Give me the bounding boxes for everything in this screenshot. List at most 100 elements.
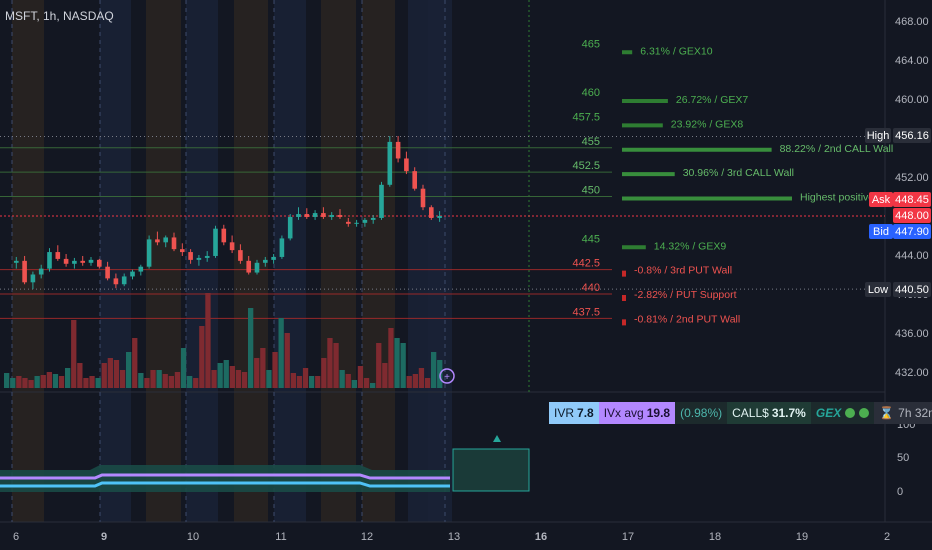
time-tick-label: 19	[796, 531, 808, 543]
gex-bar-437.5	[622, 319, 626, 326]
volume-bar	[58, 376, 65, 388]
gex-bar-452.5	[622, 172, 675, 177]
volume-bar	[205, 293, 211, 388]
volume-bar	[272, 352, 278, 388]
volume-bar	[351, 380, 357, 388]
candle-body	[296, 214, 301, 217]
gex-label: GEX	[815, 406, 842, 420]
volume-bar	[223, 360, 229, 388]
candle-body	[171, 237, 177, 250]
projection-box	[452, 448, 530, 492]
volume-bar	[180, 348, 187, 388]
candle-body	[221, 228, 227, 243]
candle-body	[229, 242, 235, 251]
high-tag: High	[865, 128, 891, 143]
candle-body	[238, 250, 243, 261]
high-price-label: 456.16	[893, 128, 931, 143]
session-band	[186, 0, 218, 522]
strike-label-455: 455	[582, 136, 600, 148]
session-band	[274, 0, 306, 522]
volume-bar	[248, 308, 254, 388]
volume-bar	[144, 378, 150, 388]
volume-bar	[150, 370, 156, 388]
volume-bar	[46, 372, 52, 388]
call-label: CALL$	[732, 406, 769, 420]
time-tick-label: 9	[101, 531, 107, 543]
volume-bar	[65, 368, 71, 388]
time-tick-label: 12	[361, 531, 373, 543]
price-tick-label: 444.00	[895, 250, 929, 262]
change-badge: (0.98%)	[675, 402, 728, 424]
candle-body	[420, 188, 426, 208]
strike-label-460: 460	[582, 87, 600, 99]
candle-body	[97, 259, 102, 267]
volume-bar	[113, 360, 120, 388]
gex-bar-465	[622, 50, 633, 55]
gex-bar-label-452.5: 30.96% / 3rd CALL Wall	[683, 167, 794, 179]
volume-bar	[388, 328, 394, 388]
price-tick-label: 460.00	[895, 94, 929, 106]
candle-body	[387, 141, 393, 185]
volume-bar	[431, 352, 437, 388]
gex-badge: GEX	[810, 402, 875, 424]
strike-label-452.5: 452.5	[572, 160, 600, 172]
candle-body	[404, 158, 409, 172]
time-tick-label: 11	[275, 531, 286, 543]
ivr-badge: IVR 7.8	[549, 402, 599, 424]
volume-bar	[235, 370, 242, 388]
volume-bar	[278, 318, 284, 388]
strike-label-442.5: 442.5	[572, 258, 600, 270]
candle-body	[362, 219, 368, 223]
volume-bar	[156, 370, 162, 388]
volume-bar	[394, 338, 400, 388]
ivx-value: 19.8	[646, 406, 671, 420]
time-tick-label: 2	[884, 531, 890, 543]
time-tick-label: 10	[187, 531, 199, 543]
candle-body	[246, 260, 251, 273]
time-tick-label: 16	[535, 531, 547, 543]
candle-body	[346, 221, 351, 224]
candle-body	[130, 271, 135, 277]
volume-bar	[296, 376, 303, 388]
gex-bar-label-455: 88.22% / 2nd CALL Wall	[780, 143, 894, 155]
volume-bar	[376, 343, 382, 388]
low-price-label: 440.50	[893, 282, 931, 297]
volume-bar	[211, 370, 217, 388]
candle-body	[395, 141, 401, 159]
volume-bar	[406, 376, 412, 388]
ivx-line	[0, 473, 450, 480]
volume-bar	[321, 358, 327, 388]
gex-bar-label-450: Highest positive N	[800, 192, 885, 204]
candle-body	[138, 266, 144, 272]
ask-tag: Ask	[869, 192, 893, 207]
candle-body	[188, 252, 193, 260]
gex-bar-label-440: -2.82% / PUT Support	[634, 289, 737, 301]
volume-bar	[290, 373, 296, 388]
volume-bar	[382, 363, 388, 388]
gex-status-dot-1	[845, 408, 856, 418]
volume-bar	[363, 378, 370, 388]
candle-body	[30, 274, 36, 283]
candle-body	[321, 213, 326, 217]
candle-body	[196, 257, 202, 260]
volume-bar	[193, 378, 199, 388]
ivx-label: IVx avg	[603, 406, 644, 420]
volume-bar	[16, 376, 22, 388]
volume-bar	[174, 372, 181, 388]
volume-bar	[187, 376, 193, 388]
candle-body	[88, 259, 94, 263]
timer-badge: ⌛ 7h 32m	[874, 402, 932, 424]
strike-label-465: 465	[582, 38, 600, 50]
alert-marker-icon[interactable]	[439, 368, 455, 384]
volume-bar	[168, 376, 174, 388]
volume-bar	[10, 378, 16, 388]
volume-bar	[119, 370, 126, 388]
strike-label-457.5: 457.5	[572, 111, 600, 123]
volume-bar	[138, 373, 144, 388]
candle-body	[337, 215, 343, 217]
chart-title[interactable]: MSFT, 1h, NASDAQ	[5, 9, 114, 23]
volume-bar	[309, 376, 315, 388]
low-tag: Low	[865, 282, 891, 297]
call-value: 31.7%	[771, 406, 806, 420]
